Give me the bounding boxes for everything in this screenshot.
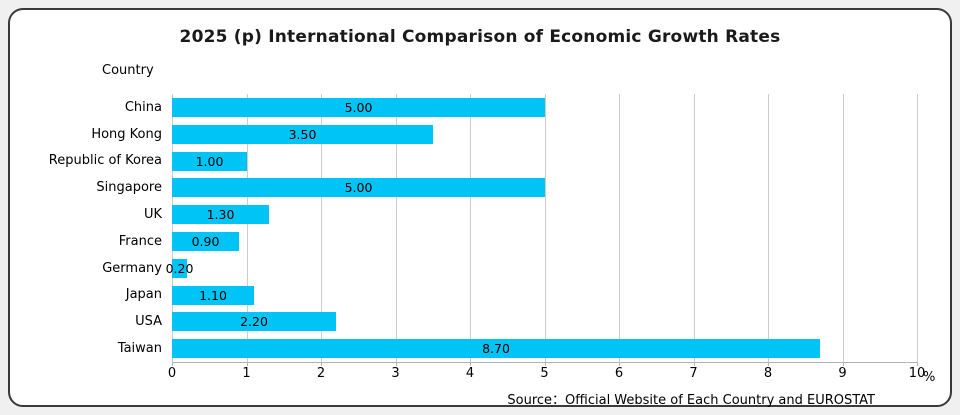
chart-title: 2025 (p) International Comparison of Eco… (179, 27, 781, 47)
x-tick-label: 5 (540, 366, 549, 381)
axis-tick (247, 362, 248, 366)
bar-value-label: 0.20 (165, 261, 194, 276)
gridline (396, 94, 397, 362)
x-tick-label: 7 (689, 366, 698, 381)
axis-tick (321, 362, 322, 366)
bar-value-label: 5.00 (344, 180, 373, 195)
gridline (321, 94, 322, 362)
x-tick-label: 3 (391, 366, 400, 381)
category-label-republic-of-korea: Republic of Korea (48, 153, 162, 169)
bar-japan (172, 286, 254, 305)
axis-tick (843, 362, 844, 366)
gridline (470, 94, 471, 362)
bar-value-label: 1.00 (195, 154, 224, 169)
axis-tick (619, 362, 620, 366)
bar-singapore (172, 178, 545, 197)
bar-uk (172, 205, 269, 224)
bar-value-label: 5.00 (344, 100, 373, 115)
x-tick-label: 1 (242, 366, 251, 381)
x-tick-label: 8 (763, 366, 773, 381)
bar-usa (172, 312, 336, 331)
gridline (694, 94, 695, 362)
bar-value-label: 0.90 (191, 234, 220, 249)
bar-value-label: 2.20 (240, 314, 268, 329)
x-axis-unit-label: % (923, 370, 936, 385)
x-tick-label: 4 (465, 366, 475, 381)
gridline (843, 94, 844, 362)
axis-tick (917, 362, 918, 366)
bar-republic-of-korea (172, 152, 247, 171)
category-label-japan: Japan (125, 287, 162, 303)
chart-card: 2025 (p) International Comparison of Eco… (8, 8, 952, 408)
gridline (619, 94, 620, 362)
axis-tick (545, 362, 546, 366)
axis-tick (470, 362, 471, 366)
axis-tick (768, 362, 769, 366)
category-label-france: France (118, 233, 162, 249)
bar-china (172, 98, 545, 117)
bar-value-label: 1.10 (199, 288, 227, 303)
gridline (768, 94, 769, 362)
x-tick-label: 9 (838, 366, 847, 381)
category-label-taiwan: Taiwan (117, 341, 162, 357)
category-label-china: China (124, 99, 162, 115)
x-tick-label: 2 (316, 366, 326, 381)
gridline (172, 94, 173, 362)
gridline (917, 94, 918, 362)
category-label-germany: Germany (102, 260, 162, 276)
axis-tick (396, 362, 397, 366)
bar-value-label: 8.70 (482, 341, 510, 356)
plot-area: 5.00 3.50 1.00 5.00 1.30 0.90 0.20 1.10 2.20 8.70 (166, 94, 918, 366)
bar-france (172, 232, 239, 251)
category-label-singapore: Singapore (96, 180, 162, 196)
gridline (247, 94, 248, 362)
axis-tick (172, 362, 173, 366)
axis-tick (694, 362, 695, 366)
bar-value-label: 3.50 (288, 127, 317, 142)
category-label-hong-kong: Hong Kong (91, 126, 162, 142)
category-label-uk: UK (143, 207, 162, 223)
x-tick-label: 6 (614, 366, 624, 381)
bar-value-label: 1.30 (206, 207, 235, 222)
source-note: Source：Official Website of Each Country … (507, 393, 875, 408)
y-axis-label-country: Country (102, 63, 154, 78)
bar-taiwan (172, 339, 820, 358)
x-tick-label: 10 (908, 366, 926, 381)
x-tick-label: 0 (167, 366, 177, 381)
bar-germany (172, 259, 187, 278)
gridline (545, 94, 546, 362)
category-label-usa: USA (135, 314, 162, 330)
bar-hong-kong (172, 125, 433, 144)
